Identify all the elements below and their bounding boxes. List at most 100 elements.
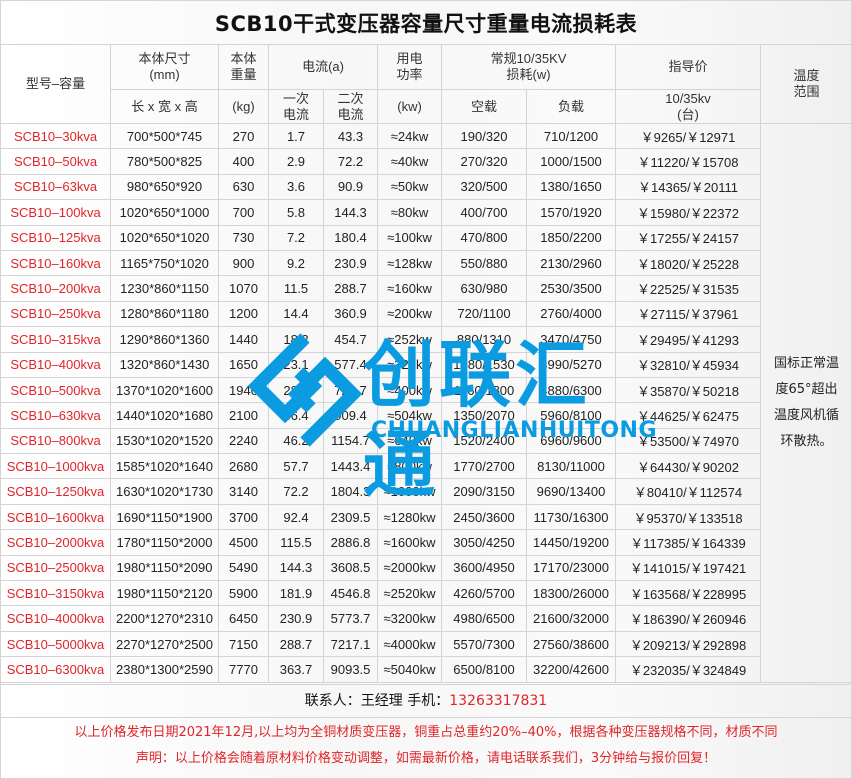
cell-power: ≈320kw [377,351,443,378]
cell-model: SCB10–4000kva [0,605,111,632]
table-row: SCB10–800kva 1530*1020*1520 2240 46.2 1154.7… [0,427,852,455]
cell-loss-load: 14450/19200 [526,529,617,556]
cell-current-primary: 14.4 [268,300,324,328]
cell-loss-load: 8130/11000 [526,453,617,480]
cell-loss-noload: 270/320 [441,148,528,175]
cell-model: SCB10–125kva [0,224,111,251]
cell-loss-noload: 1520/2400 [441,427,528,455]
cell-current-primary: 57.7 [268,453,324,480]
cell-current-primary: 11.5 [268,275,324,302]
cell-size: 980*650*920 [110,173,219,201]
cell-weight: 400 [218,148,269,175]
cell-current-secondary: 144.3 [322,199,379,226]
table-row: SCB10–200kva 1230*860*1150 1070 11.5 288.7 ≈1… [0,275,852,302]
cell-current-secondary: 454.7 [322,326,379,353]
cell-power: ≈24kw [377,122,443,150]
contact-label: 联系人：王经理 手机： [304,693,450,709]
cell-model: SCB10–250kva [0,300,111,328]
cell-current-primary: 5.8 [268,199,324,226]
cell-weight: 2240 [218,427,269,455]
cell-power: ≈400kw [377,376,443,404]
table-row: SCB10–250kva 1280*860*1180 1200 14.4 360.9 ≈2… [0,300,852,328]
cell-weight: 700 [218,199,269,226]
table-row: SCB10–30kva 700*500*745 270 1.7 43.3 ≈24kw 190… [0,122,852,683]
cell-loss-noload: 320/500 [441,173,528,201]
cell-loss-noload: 2450/3600 [441,503,528,531]
cell-price: ￥11220/￥15708 [615,148,762,175]
table-row: SCB10–3150kva 1980*1150*2120 5900 181.9 4546… [0,580,852,607]
contact-line: 联系人：王经理 手机：13263317831 [0,684,852,718]
header-power: 用电 功率 [377,44,443,90]
cell-loss-load: 9690/13400 [526,478,617,505]
cell-loss-load: 2530/3500 [526,275,617,302]
cell-weight: 6450 [218,605,269,632]
cell-current-primary: 144.3 [268,554,324,582]
cell-loss-noload: 1080/1530 [441,351,528,378]
note-disclaimer: 声明：以上价格会随着原材料价格变动调整，如需最新价格，请电话联系我们，3分钟给与… [135,751,717,766]
cell-loss-load: 2760/4000 [526,300,617,328]
cell-loss-noload: 190/320 [441,122,528,150]
contact-phone[interactable]: 13263317831 [449,693,548,709]
table-row: SCB10–1600kva 1690*1150*1900 3700 92.4 2309.… [0,503,852,531]
cell-current-secondary: 721.7 [322,376,379,404]
header-loss: 常规10/35KV 损耗(w) [441,44,617,90]
cell-power: ≈504kw [377,402,443,429]
cell-current-secondary: 2309.5 [322,503,379,531]
cell-current-primary: 46.2 [268,427,324,455]
cell-weight: 4500 [218,529,269,556]
cell-loss-load: 5960/8100 [526,402,617,429]
cell-loss-noload: 1350/2070 [441,402,528,429]
header-size-unit: 长 x 宽 x 高 [110,89,219,124]
table-row: SCB10–63kva 980*650*920 630 3.6 90.9 ≈50kw 320… [0,173,852,201]
cell-current-secondary: 288.7 [322,275,379,302]
cell-power: ≈800kw [377,453,443,480]
table-row: SCB10–50kva 780*500*825 400 2.9 72.2 ≈40kw 270… [0,148,852,175]
cell-weight: 5490 [218,554,269,582]
cell-current-primary: 92.4 [268,503,324,531]
cell-weight: 630 [218,173,269,201]
cell-loss-load: 6960/9600 [526,427,617,455]
cell-loss-noload: 5570/7300 [441,630,528,658]
cell-weight: 900 [218,249,269,277]
cell-price: ￥64430/￥90202 [615,453,762,480]
table-row: SCB10–100kva 1020*650*1000 700 5.8 144.3 ≈80k… [0,199,852,226]
cell-price: ￥163568/￥228995 [615,580,762,607]
cell-size: 1780*1150*2000 [110,529,219,556]
cell-power: ≈1280kw [377,503,443,531]
table-row: SCB10–6300kva 2380*1300*2590 7770 363.7 9093… [0,656,852,683]
cell-price: ￥18020/￥25228 [615,249,762,277]
header-temp: 温度 范围 [760,44,852,124]
cell-current-secondary: 4546.8 [322,580,379,607]
cell-size: 1440*1020*1680 [110,402,219,429]
cell-loss-load: 32200/42600 [526,656,617,683]
cell-price: ￥32810/￥45934 [615,351,762,378]
temperature-note: 国标正常温度65°超出温度风机循环散热。 [760,123,852,683]
cell-loss-load: 17170/23000 [526,554,617,582]
cell-price: ￥22525/￥31535 [615,275,762,302]
cell-loss-noload: 630/980 [441,275,528,302]
cell-price: ￥117385/￥164339 [615,529,762,556]
table-row: SCB10–1000kva 1585*1020*1640 2680 57.7 1443.… [0,453,852,480]
cell-model: SCB10–1000kva [0,453,111,480]
cell-current-secondary: 1154.7 [322,427,379,455]
cell-weight: 1440 [218,326,269,353]
header-price: 指导价 [615,44,762,90]
cell-loss-load: 1000/1500 [526,148,617,175]
cell-loss-noload: 470/800 [441,224,528,251]
cell-size: 1370*1020*1600 [110,376,219,404]
cell-current-primary: 288.7 [268,630,324,658]
cell-size: 700*500*745 [110,122,219,150]
cell-price: ￥35870/￥50218 [615,376,762,404]
header-power-unit: (kw) [377,89,443,124]
cell-loss-noload: 4980/6500 [441,605,528,632]
cell-size: 1020*650*1000 [110,199,219,226]
cell-current-secondary: 3608.5 [322,554,379,582]
cell-loss-noload: 550/880 [441,249,528,277]
cell-size: 780*500*825 [110,148,219,175]
cell-model: SCB10–5000kva [0,630,111,658]
cell-price: ￥29495/￥41293 [615,326,762,353]
cell-weight: 1650 [218,351,269,378]
table-row: SCB10–630kva 1440*1020*1680 2100 36.4 909.4 ≈… [0,402,852,429]
cell-price: ￥232035/￥324849 [615,656,762,683]
table-row: SCB10–400kva 1320*860*1430 1650 23.1 577.4 ≈3… [0,351,852,378]
